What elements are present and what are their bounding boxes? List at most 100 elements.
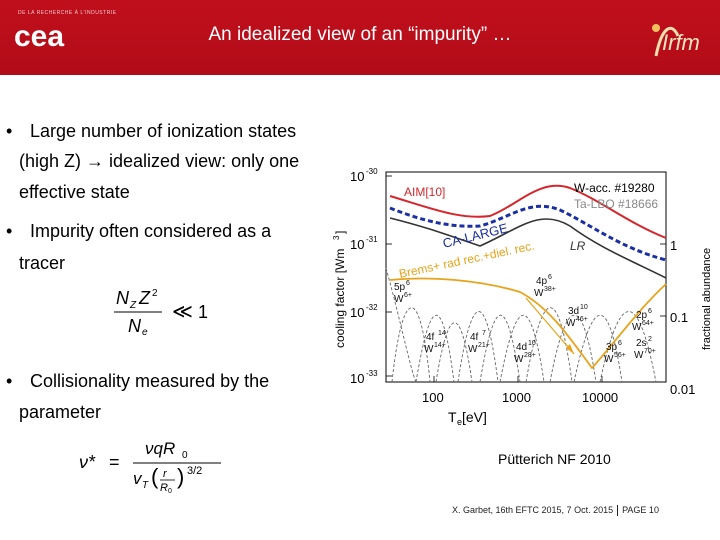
footer: X. Garbet, 16th EFTC 2015, 7 Oct. 2015 PA… [452, 505, 659, 517]
bullet-3-line1: Collisionality measured by the [30, 371, 270, 391]
svg-text:4p: 4p [536, 276, 548, 287]
svg-text:r: r [163, 468, 168, 480]
svg-text:=: = [109, 452, 120, 472]
svg-text:6: 6 [618, 340, 622, 347]
lr-label: LR [570, 239, 586, 253]
svg-text:W: W [534, 288, 544, 299]
svg-text:5p: 5p [394, 282, 406, 293]
bullet-3: • Collisionality measured by the [6, 366, 269, 396]
svg-text:1: 1 [198, 302, 208, 322]
svg-text:3d: 3d [568, 306, 579, 317]
svg-text:≪: ≪ [172, 301, 193, 323]
bullet-1-line2: (high Z) → idealized view: only one [19, 151, 300, 171]
svg-text:v: v [133, 469, 143, 488]
tracer-criterion-formula: N Z Z 2 N e ≪ 1 [114, 288, 208, 338]
right-axis-label: fractional abundance [701, 248, 713, 350]
svg-text:W: W [394, 294, 404, 305]
bullet-marker: • [6, 221, 13, 241]
svg-text:(: ( [151, 464, 159, 489]
header-bar: DE LA RECHERCHE À L'INDUSTRIE cea An ide… [0, 0, 720, 75]
svg-text:Z: Z [129, 300, 137, 311]
collisionality-formula: ν* = νqR 0 v T ( r R 0 ) 3/2 [79, 439, 221, 494]
reference-citation: Pütterich NF 2010 [498, 451, 611, 467]
svg-text:4f: 4f [426, 332, 435, 343]
svg-text:T: T [142, 480, 149, 491]
svg-text:38+: 38+ [544, 286, 556, 293]
svg-text:W: W [424, 344, 434, 355]
svg-text:N: N [116, 288, 130, 308]
bullet-marker: • [6, 371, 13, 391]
aim-curve [389, 184, 667, 239]
svg-text:10: 10 [350, 169, 364, 184]
svg-text:W: W [468, 344, 478, 355]
svg-text:e: e [142, 327, 148, 338]
bullet-2-line1: Impurity often considered as a [30, 221, 272, 241]
svg-text:10: 10 [350, 237, 364, 252]
svg-text:10: 10 [528, 340, 536, 347]
svg-text:e: e [457, 417, 462, 427]
svg-text:-33: -33 [366, 369, 378, 378]
bullet-2: • Impurity often considered as a [6, 216, 271, 246]
bullet-1-line3: effective state [19, 182, 130, 202]
svg-text:]: ] [333, 231, 347, 234]
abundance-curves [385, 267, 657, 383]
svg-text:0.01: 0.01 [670, 382, 695, 397]
svg-text:2: 2 [648, 336, 652, 343]
svg-text:14+: 14+ [434, 342, 446, 349]
cea-logo-text: cea [14, 20, 64, 52]
svg-text:1000: 1000 [502, 390, 531, 405]
svg-text:W: W [634, 350, 644, 361]
bullet-marker: • [6, 121, 13, 141]
svg-text:W: W [514, 354, 524, 365]
svg-text:2: 2 [152, 288, 158, 299]
footer-author: X. Garbet, 16th EFTC 2015, 7 Oct. 2015 [452, 505, 614, 515]
svg-text:0.1: 0.1 [670, 310, 688, 325]
svg-text:21+: 21+ [478, 342, 490, 349]
svg-text:6: 6 [548, 274, 552, 281]
svg-text:7: 7 [482, 330, 486, 337]
svg-text:3p: 3p [606, 342, 618, 353]
cea-logo: cea [14, 20, 64, 52]
y-axis-label: cooling factor [Wm [333, 249, 347, 348]
irfm-logo: Irfm [652, 24, 700, 57]
plot-frame [385, 171, 667, 383]
svg-text:R: R [160, 482, 168, 494]
aim-label: AIM[10] [404, 185, 445, 199]
x-axis-label: T [448, 409, 457, 425]
svg-text:46+: 46+ [576, 316, 588, 323]
svg-text:28+: 28+ [524, 352, 536, 359]
svg-text:0: 0 [182, 450, 188, 461]
brems-curve [389, 277, 667, 370]
svg-text:W: W [566, 318, 576, 329]
svg-text:100: 100 [422, 390, 444, 405]
page-number: PAGE 10 [622, 505, 659, 515]
svg-text:14: 14 [438, 330, 446, 337]
svg-text:[eV]: [eV] [462, 409, 487, 425]
svg-text:4f: 4f [470, 332, 479, 343]
slide-title: An idealized view of an “impurity” … [208, 24, 512, 45]
bullet-3-line2: parameter [19, 402, 102, 422]
cea-tagline: DE LA RECHERCHE À L'INDUSTRIE [18, 10, 117, 16]
svg-text:1: 1 [670, 238, 677, 253]
svg-text:4d: 4d [516, 342, 527, 353]
talbo-label: Ta-LBO #18666 [574, 197, 658, 211]
svg-text:56+: 56+ [614, 352, 626, 359]
svg-text:6: 6 [406, 280, 410, 287]
svg-text:): ) [177, 464, 184, 489]
svg-text:ν*: ν* [79, 452, 96, 472]
svg-text:-31: -31 [366, 235, 378, 244]
svg-text:10: 10 [580, 304, 588, 311]
irfm-logo-text: Irfm [662, 30, 700, 55]
svg-text:10: 10 [350, 305, 364, 320]
bullet-1-line1: Large number of ionization states [30, 121, 297, 141]
svg-text:3: 3 [332, 235, 341, 240]
wacc-label: W-acc. #19280 [574, 181, 655, 195]
cooling-factor-plot: 10 -30 10 -31 10 -32 10 -33 cooling factor [… [332, 168, 713, 427]
svg-text:Z: Z [138, 288, 151, 308]
svg-text:0: 0 [168, 488, 172, 494]
svg-text:10000: 10000 [582, 390, 618, 405]
svg-text:64+: 64+ [642, 320, 654, 327]
svg-text:2p: 2p [636, 310, 648, 321]
lr-curve [389, 217, 667, 279]
svg-text:70+: 70+ [644, 348, 656, 355]
